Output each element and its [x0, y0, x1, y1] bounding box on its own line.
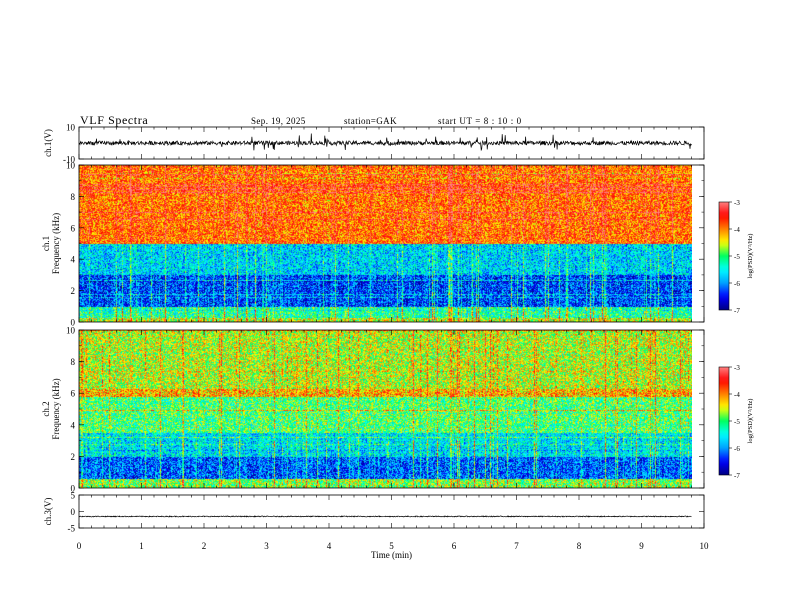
y-tick-label: 8	[71, 192, 76, 202]
y-tick-label: 6	[71, 223, 76, 233]
ch2-frequency-label: Frequency (kHz)	[51, 378, 61, 439]
colorbar-tick-label: -5	[734, 253, 740, 261]
colorbar-tick-label: -6	[734, 280, 740, 288]
date-label: Sep. 19, 2025	[251, 116, 306, 126]
x-tick-label: 1	[139, 541, 144, 551]
ch3-axis-label: ch.3(V)	[43, 498, 53, 526]
station-label: station=GAK	[344, 116, 397, 126]
y-tick-label: 0	[71, 507, 76, 517]
colorbar-tick-label: -3	[734, 364, 740, 372]
y-tick-label: 2	[71, 452, 76, 462]
y-tick-label: -5	[68, 524, 76, 534]
y-tick-label: 4	[71, 255, 76, 265]
start-time-label: start UT = 8 : 10 : 0	[438, 116, 522, 126]
x-tick-label: 7	[514, 541, 519, 551]
x-tick-label: 5	[389, 541, 394, 551]
x-tick-label: 4	[327, 541, 332, 551]
y-tick-label: 0	[71, 318, 76, 328]
x-tick-label: 6	[452, 541, 457, 551]
x-tick-label: 8	[577, 541, 582, 551]
colorbar-2	[718, 366, 730, 476]
x-tick-label: 0	[77, 541, 82, 551]
ch2-channel-label: ch.2	[41, 401, 51, 416]
colorbar-label: log(PSD)(V²/Hz)	[747, 399, 754, 444]
ch1-channel-label: ch.1	[41, 236, 51, 251]
y-tick-label: 4	[71, 420, 76, 430]
colorbar-tick-label: -6	[734, 445, 740, 453]
spectrogram-image-1	[79, 165, 692, 322]
colorbar-tick-label: -5	[734, 418, 740, 426]
colorbar-tick-label: -3	[734, 199, 740, 207]
ch1-axis-label: ch.1(V)	[43, 129, 53, 157]
y-tick-label: 6	[71, 389, 76, 399]
y-tick-label: 10	[66, 326, 76, 336]
colorbar-tick-label: -4	[734, 226, 740, 234]
colorbar-tick-label: -7	[734, 472, 740, 480]
y-tick-label: 10	[66, 123, 76, 133]
x-tick-label: 3	[264, 541, 269, 551]
x-tick-label: 2	[202, 541, 207, 551]
ch1-frequency-label: Frequency (kHz)	[51, 213, 61, 274]
y-tick-label: 5	[71, 491, 76, 501]
colorbar-tick-label: -4	[734, 391, 740, 399]
ch1-waveform-line	[78, 133, 692, 152]
colorbar-tick-label: -7	[734, 307, 740, 315]
y-tick-label: 10	[66, 161, 76, 171]
y-tick-label: 0	[71, 484, 76, 494]
spectrogram-image-2	[79, 330, 692, 488]
colorbar-label: log(PSD)(V²/Hz)	[747, 234, 754, 279]
chart-title: VLF Spectra	[80, 113, 149, 127]
y-tick-label: 8	[71, 357, 76, 367]
x-tick-label: 9	[639, 541, 644, 551]
ch3-waveform-line	[78, 515, 692, 518]
y-tick-label: 2	[71, 286, 76, 296]
colorbar-1	[718, 201, 730, 311]
x-axis-label: Time (min)	[371, 550, 412, 560]
y-tick-label: -10	[63, 155, 75, 165]
x-tick-label: 10	[700, 541, 710, 551]
